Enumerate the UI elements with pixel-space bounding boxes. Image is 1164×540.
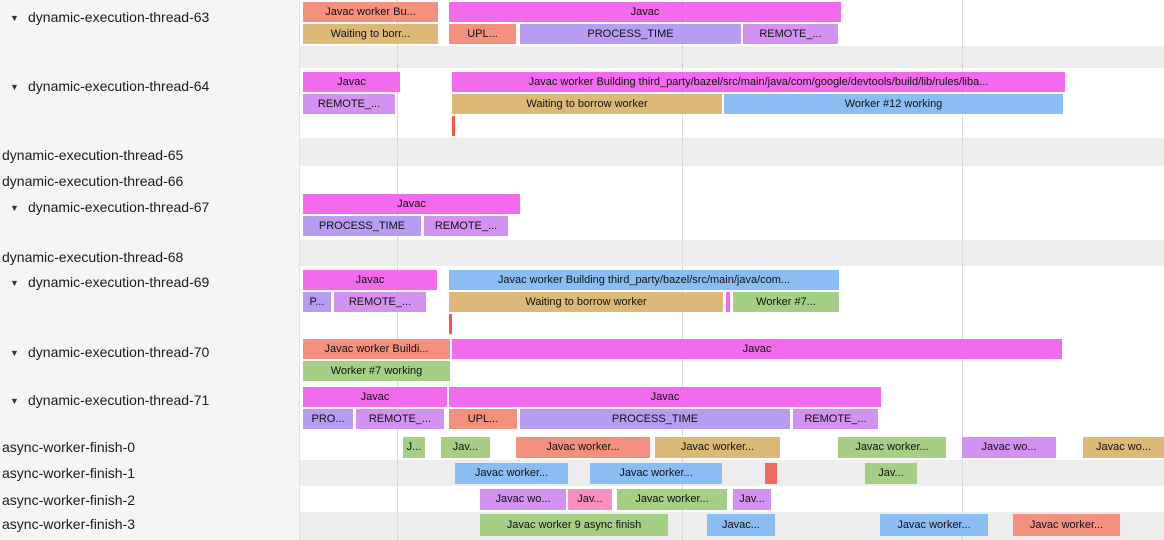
trace-event[interactable]: REMOTE_...	[356, 409, 444, 429]
trace-event[interactable]: Javac worker...	[880, 514, 988, 536]
trace-event[interactable]: Javac	[303, 270, 437, 290]
trace-event[interactable]: REMOTE_...	[743, 24, 838, 44]
track-name: async-worker-finish-2	[2, 492, 136, 508]
trace-event[interactable]: UPL...	[449, 24, 516, 44]
track-name: dynamic-execution-thread-67	[28, 199, 210, 215]
trace-event[interactable]: Javac	[449, 387, 881, 407]
row-stripe	[300, 240, 1164, 266]
trace-event[interactable]: Javac worker Buildi...	[303, 339, 450, 359]
trace-event[interactable]: Waiting to borrow worker	[452, 94, 722, 114]
trace-event[interactable]: PROCESS_TIME	[520, 409, 790, 429]
track-label-dynamic-execution-thread-65[interactable]: dynamic-execution-thread-65	[2, 146, 183, 164]
trace-event[interactable]: REMOTE_...	[334, 292, 426, 312]
trace-event[interactable]	[726, 292, 730, 312]
trace-event[interactable]: Javac	[303, 387, 447, 407]
trace-event[interactable]: Javac worker Building third_party/bazel/…	[452, 72, 1065, 92]
trace-event[interactable]	[765, 463, 777, 484]
track-label-async-worker-finish-3[interactable]: async-worker-finish-3	[2, 515, 135, 533]
trace-event[interactable]: Javac wo...	[1083, 437, 1164, 458]
trace-event[interactable]: Javac worker...	[655, 437, 780, 458]
track-name: async-worker-finish-3	[2, 516, 136, 532]
trace-event[interactable]: PROCESS_TIME	[520, 24, 741, 44]
trace-event[interactable]: Javac...	[707, 514, 775, 536]
trace-event[interactable]: Jav...	[733, 489, 771, 510]
trace-event[interactable]: Javac	[449, 2, 841, 22]
track-label-async-worker-finish-2[interactable]: async-worker-finish-2	[2, 491, 135, 509]
track-label-dynamic-execution-thread-63[interactable]: ▼ dynamic-execution-thread-63	[10, 8, 210, 26]
row-stripe	[300, 460, 1164, 486]
trace-event[interactable]: Waiting to borr...	[303, 24, 438, 44]
collapse-arrow-icon[interactable]: ▼	[10, 82, 19, 92]
trace-event[interactable]: Javac wo...	[480, 489, 566, 510]
trace-event[interactable]: Javac worker...	[590, 463, 722, 484]
row-stripe	[300, 46, 1164, 68]
trace-event[interactable]	[449, 314, 452, 334]
collapse-arrow-icon[interactable]: ▼	[10, 13, 19, 23]
track-name: async-worker-finish-1	[2, 465, 136, 481]
track-name-panel: ▼ dynamic-execution-thread-63 ▼ dynamic-exe…	[0, 0, 300, 540]
trace-event[interactable]: J...	[403, 437, 425, 458]
track-name: async-worker-finish-0	[2, 439, 136, 455]
trace-event[interactable]: REMOTE_...	[303, 94, 395, 114]
track-name: dynamic-execution-thread-71	[28, 392, 210, 408]
trace-event[interactable]: Waiting to borrow worker	[449, 292, 723, 312]
track-name: dynamic-execution-thread-70	[28, 344, 210, 360]
track-label-dynamic-execution-thread-70[interactable]: ▼ dynamic-execution-thread-70	[10, 343, 210, 361]
trace-event[interactable]: Javac worker...	[617, 489, 727, 510]
trace-event[interactable]: Javac worker...	[455, 463, 568, 484]
trace-event[interactable]: REMOTE_...	[424, 216, 508, 236]
trace-event[interactable]: Jav...	[568, 489, 612, 510]
trace-event[interactable]: PROCESS_TIME	[303, 216, 421, 236]
track-label-async-worker-finish-1[interactable]: async-worker-finish-1	[2, 464, 135, 482]
track-label-dynamic-execution-thread-64[interactable]: ▼ dynamic-execution-thread-64	[10, 77, 210, 95]
track-name: dynamic-execution-thread-64	[28, 78, 210, 94]
track-name: dynamic-execution-thread-68	[2, 249, 184, 265]
trace-event[interactable]: REMOTE_...	[793, 409, 878, 429]
collapse-arrow-icon[interactable]: ▼	[10, 203, 19, 213]
trace-event[interactable]: Javac	[452, 339, 1062, 359]
trace-event[interactable]: Javac worker...	[1013, 514, 1120, 536]
track-label-dynamic-execution-thread-71[interactable]: ▼ dynamic-execution-thread-71	[10, 391, 210, 409]
collapse-arrow-icon[interactable]: ▼	[10, 278, 19, 288]
track-name: dynamic-execution-thread-69	[28, 274, 210, 290]
track-label-async-worker-finish-0[interactable]: async-worker-finish-0	[2, 438, 135, 456]
track-label-dynamic-execution-thread-68[interactable]: dynamic-execution-thread-68	[2, 248, 183, 266]
track-label-dynamic-execution-thread-66[interactable]: dynamic-execution-thread-66	[2, 172, 183, 190]
trace-event[interactable]: Javac worker Bu...	[303, 2, 438, 22]
trace-event[interactable]: Javac worker...	[516, 437, 650, 458]
trace-event[interactable]: Worker #12 working	[724, 94, 1063, 114]
track-name: dynamic-execution-thread-66	[2, 173, 184, 189]
row-stripe	[300, 138, 1164, 166]
trace-event[interactable]: Jav...	[441, 437, 490, 458]
track-label-dynamic-execution-thread-67[interactable]: ▼ dynamic-execution-thread-67	[10, 198, 210, 216]
trace-event[interactable]: Jav...	[865, 463, 917, 484]
trace-event[interactable]: Javac	[303, 72, 400, 92]
trace-event[interactable]	[452, 116, 455, 136]
collapse-arrow-icon[interactable]: ▼	[10, 396, 19, 406]
trace-event[interactable]: P...	[303, 292, 331, 312]
trace-event[interactable]: Javac wo...	[962, 437, 1056, 458]
trace-event[interactable]: Javac worker...	[838, 437, 946, 458]
trace-event[interactable]: Javac worker Building third_party/bazel/…	[449, 270, 839, 290]
trace-event[interactable]: Worker #7...	[733, 292, 839, 312]
time-gridline	[962, 0, 963, 540]
track-name: dynamic-execution-thread-63	[28, 9, 210, 25]
collapse-arrow-icon[interactable]: ▼	[10, 348, 19, 358]
trace-event[interactable]: Javac	[303, 194, 520, 214]
track-name: dynamic-execution-thread-65	[2, 147, 184, 163]
trace-event[interactable]: Worker #7 working	[303, 361, 450, 381]
trace-event[interactable]: UPL...	[449, 409, 517, 429]
track-label-dynamic-execution-thread-69[interactable]: ▼ dynamic-execution-thread-69	[10, 273, 210, 291]
trace-event[interactable]: PRO...	[303, 409, 353, 429]
trace-event[interactable]: Javac worker 9 async finish	[480, 514, 668, 536]
